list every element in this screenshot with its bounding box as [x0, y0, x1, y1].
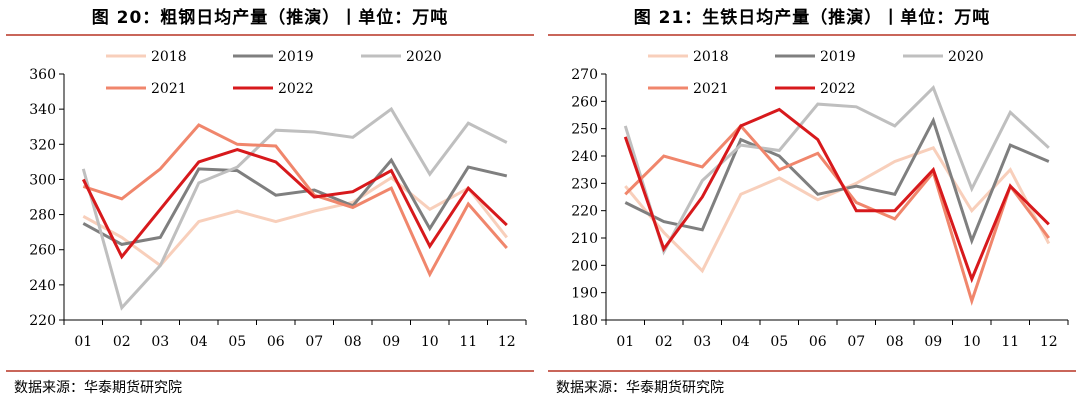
- y-tick-label: 220: [29, 313, 56, 329]
- y-tick-label: 180: [571, 313, 598, 329]
- legend-label-2022: 2022: [278, 81, 314, 97]
- series-line-2018: [82, 175, 508, 268]
- x-tick-label: 11: [459, 334, 477, 350]
- y-tick-label: 250: [571, 122, 598, 138]
- series-line-2020: [623, 85, 1050, 256]
- x-tick-label: 08: [344, 334, 362, 350]
- top-rule: [548, 34, 1076, 36]
- y-tick-label: 240: [571, 149, 598, 165]
- legend-label-2019: 2019: [820, 49, 856, 65]
- legend-label-2020: 2020: [948, 49, 984, 65]
- y-tick-label: 300: [29, 172, 56, 188]
- series-line-2020: [81, 106, 508, 311]
- x-tick-label: 07: [847, 334, 865, 350]
- x-tick-label: 10: [421, 334, 439, 350]
- line-chart-pig-iron: 180 190 200 210 220 230 240 250 260 270 01 02 03 04 05…: [571, 49, 1069, 350]
- x-tick-label: 01: [74, 334, 92, 350]
- source-note: 数据来源：华泰期货研究院: [14, 380, 182, 396]
- y-tick-label: 220: [571, 204, 598, 220]
- series-line-2022: [623, 107, 1050, 284]
- x-tick-label: 09: [382, 334, 400, 350]
- x-tick-label: 08: [886, 334, 904, 350]
- y-tick-label: 240: [29, 278, 56, 294]
- x-tick-label: 07: [305, 334, 323, 350]
- x-tick-label: 03: [151, 334, 169, 350]
- x-tick-label: 02: [113, 334, 131, 350]
- x-tick-label: 04: [190, 334, 208, 350]
- legend-label-2022: 2022: [820, 81, 856, 97]
- x-tick-label: 12: [1040, 334, 1058, 350]
- y-tick-label: 320: [29, 137, 56, 153]
- y-tick-label: 230: [571, 176, 598, 192]
- y-tick-label: 270: [571, 67, 598, 83]
- x-tick-label: 02: [655, 334, 673, 350]
- series-line-2021: [82, 123, 508, 278]
- y-tick-label: 340: [29, 102, 56, 118]
- y-tick-label: 260: [29, 243, 56, 259]
- x-tick-label: 06: [267, 334, 285, 350]
- x-tick-label: 12: [498, 334, 516, 350]
- legend-label-2018: 2018: [151, 49, 187, 65]
- series-line-2019: [82, 157, 508, 246]
- y-tick-label: 190: [571, 286, 598, 302]
- y-tick-label: 280: [29, 208, 56, 224]
- x-tick-label: 05: [770, 334, 788, 350]
- legend-label-2021: 2021: [693, 81, 729, 97]
- series-line-2019: [624, 116, 1050, 246]
- bottom-rule: [548, 370, 1076, 372]
- x-tick-label: 01: [616, 334, 634, 350]
- figure-title: 图 21：生铁日均产量（推演）丨单位：万吨: [633, 8, 991, 28]
- x-tick-label: 11: [1001, 334, 1019, 350]
- line-chart-crude-steel: 220 240 260 280 300 320 340 360 01 02 03 04 05 06 07 08…: [29, 49, 527, 350]
- y-tick-label: 260: [571, 94, 598, 110]
- chart-panel-pig-iron: 图 21：生铁日均产量（推演）丨单位：万吨 180 190 200 210 220 230…: [548, 0, 1076, 401]
- x-tick-label: 09: [924, 334, 942, 350]
- y-tick-label: 200: [571, 258, 598, 274]
- bottom-rule: [6, 370, 534, 372]
- y-tick-label: 210: [571, 231, 598, 247]
- x-tick-label: 03: [693, 334, 711, 350]
- top-rule: [6, 34, 534, 36]
- x-tick-label: 10: [963, 334, 981, 350]
- x-tick-label: 04: [732, 334, 750, 350]
- y-tick-label: 360: [29, 67, 56, 83]
- legend-label-2018: 2018: [693, 49, 729, 65]
- x-tick-label: 05: [228, 334, 246, 350]
- chart-panel-crude-steel: 图 20：粗钢日均产量（推演）丨单位：万吨 220 240 260 280 300 320…: [6, 0, 534, 401]
- figure-title: 图 20：粗钢日均产量（推演）丨单位：万吨: [91, 8, 449, 28]
- legend-label-2020: 2020: [406, 49, 442, 65]
- series-line-2022: [81, 148, 508, 260]
- source-note: 数据来源：华泰期货研究院: [556, 380, 724, 396]
- x-tick-label: 06: [809, 334, 827, 350]
- legend-label-2019: 2019: [278, 49, 314, 65]
- legend-label-2021: 2021: [151, 81, 187, 97]
